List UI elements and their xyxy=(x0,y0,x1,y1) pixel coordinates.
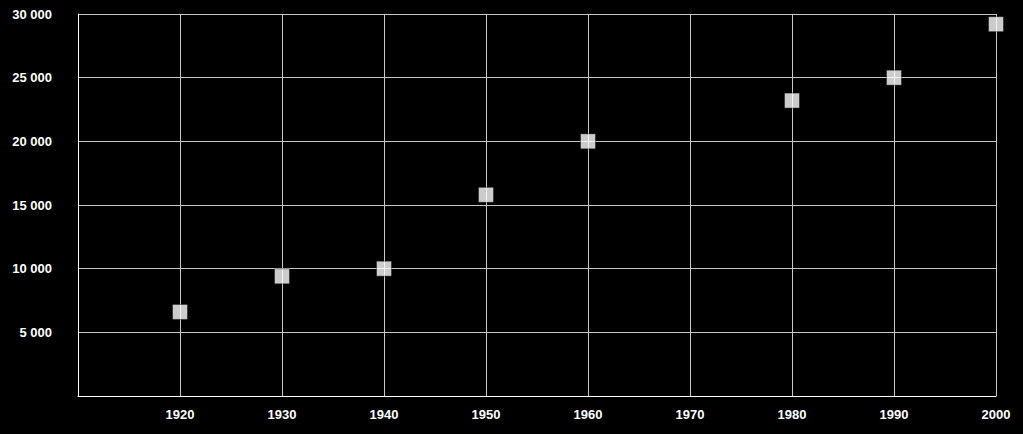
svg-text:20 000: 20 000 xyxy=(12,134,52,149)
svg-text:15 000: 15 000 xyxy=(12,198,52,213)
svg-text:1970: 1970 xyxy=(676,407,705,422)
svg-text:1950: 1950 xyxy=(472,407,501,422)
svg-text:1990: 1990 xyxy=(880,407,909,422)
svg-text:1930: 1930 xyxy=(268,407,297,422)
svg-text:1960: 1960 xyxy=(574,407,603,422)
svg-text:1980: 1980 xyxy=(778,407,807,422)
svg-text:2000: 2000 xyxy=(982,407,1011,422)
svg-text:10 000: 10 000 xyxy=(12,261,52,276)
svg-text:1940: 1940 xyxy=(370,407,399,422)
svg-text:30 000: 30 000 xyxy=(12,7,52,22)
svg-text:1920: 1920 xyxy=(166,407,195,422)
svg-text:25 000: 25 000 xyxy=(12,70,52,85)
svg-text:5 000: 5 000 xyxy=(19,325,52,340)
